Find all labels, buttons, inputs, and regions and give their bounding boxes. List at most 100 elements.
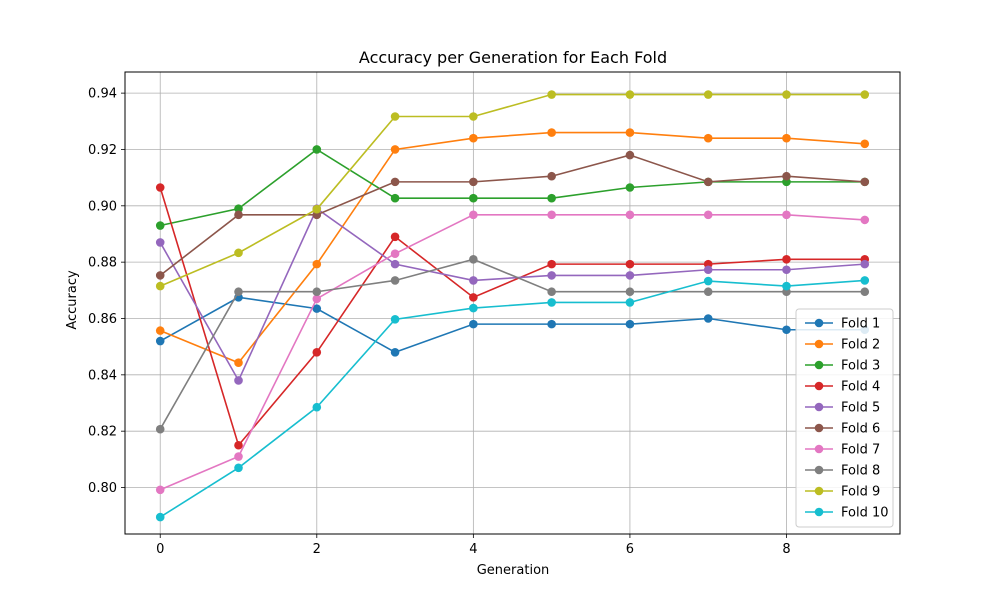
series-7 xyxy=(155,210,870,495)
data-point xyxy=(625,90,635,99)
x-tick-label: 4 xyxy=(469,542,477,557)
data-point xyxy=(703,133,713,143)
data-point xyxy=(625,128,635,137)
plot-frame xyxy=(124,71,901,535)
data-point xyxy=(703,265,713,275)
data-point xyxy=(312,145,322,154)
data-point xyxy=(390,112,400,121)
series-line xyxy=(159,296,865,354)
data-point xyxy=(625,259,635,269)
y-axis-title: Accuracy xyxy=(65,270,80,330)
data-point xyxy=(312,294,322,304)
data-point xyxy=(703,177,713,187)
data-point xyxy=(390,177,400,187)
data-point xyxy=(703,90,713,99)
data-point xyxy=(312,287,322,297)
legend-label: Fold 8 xyxy=(841,464,880,479)
data-point xyxy=(782,325,791,335)
data-point xyxy=(469,112,478,121)
legend-marker xyxy=(814,360,824,370)
data-point xyxy=(547,128,556,137)
x-tick-label: 6 xyxy=(626,542,634,557)
data-point xyxy=(547,90,556,99)
data-point xyxy=(860,177,870,187)
legend-label: Fold 3 xyxy=(841,359,880,374)
data-point xyxy=(547,193,556,203)
legend-marker xyxy=(814,465,824,475)
legend-item: Fold 5 xyxy=(805,401,880,416)
data-point xyxy=(469,319,478,329)
series-line xyxy=(159,207,865,383)
data-point xyxy=(390,145,400,154)
data-point xyxy=(155,424,165,434)
legend-label: Fold 7 xyxy=(841,443,880,458)
data-point xyxy=(469,255,478,264)
chart-title: Accuracy per Generation for Each Fold xyxy=(359,48,667,67)
x-axis: 0 2 4 6 8 xyxy=(156,534,791,557)
y-tick-label: 0.86 xyxy=(88,312,117,327)
legend-label: Fold 4 xyxy=(841,380,880,395)
series-4 xyxy=(155,183,870,450)
y-tick-label: 0.90 xyxy=(88,199,117,214)
data-point xyxy=(547,287,556,297)
data-point xyxy=(469,210,478,220)
legend-item: Fold 10 xyxy=(805,506,889,521)
data-point xyxy=(547,271,556,280)
series-line xyxy=(159,187,865,447)
series-line xyxy=(159,131,865,364)
data-point xyxy=(547,319,556,329)
x-tick-label: 8 xyxy=(782,542,790,557)
y-tick-label: 0.82 xyxy=(88,425,117,440)
data-point xyxy=(860,287,870,297)
data-point xyxy=(155,238,165,247)
legend-item: Fold 3 xyxy=(805,359,880,374)
data-point xyxy=(625,298,635,307)
data-point xyxy=(625,150,635,160)
data-point xyxy=(469,133,478,143)
data-point xyxy=(860,215,870,225)
data-point xyxy=(155,271,165,280)
data-point xyxy=(155,281,165,291)
legend-label: Fold 9 xyxy=(841,485,880,500)
data-point xyxy=(234,358,243,368)
legend: Fold 1 Fold 2 Fold 3 Fold 4 Fold 5 Fold 6 Fold… xyxy=(795,308,894,528)
y-tick-label: 0.80 xyxy=(88,481,117,496)
data-point xyxy=(860,90,870,99)
data-point xyxy=(782,255,791,264)
series-line xyxy=(160,148,865,227)
legend-item: Fold 7 xyxy=(805,443,880,458)
data-point xyxy=(782,133,791,143)
series-9 xyxy=(155,90,870,291)
legend-marker xyxy=(814,339,824,349)
data-point xyxy=(155,326,165,335)
data-point xyxy=(469,177,478,187)
legend-marker xyxy=(814,381,824,391)
series-8 xyxy=(155,255,870,434)
series-line xyxy=(159,93,865,287)
data-point xyxy=(860,139,870,149)
x-tick-label: 2 xyxy=(313,542,321,557)
data-point xyxy=(547,210,556,220)
legend-marker xyxy=(814,318,824,328)
data-point xyxy=(625,287,635,297)
legend-label: Fold 1 xyxy=(841,317,880,332)
data-point xyxy=(390,249,400,259)
plot-background xyxy=(125,72,900,534)
data-point xyxy=(234,248,243,258)
data-point xyxy=(469,293,478,302)
data-point xyxy=(547,259,556,269)
data-point xyxy=(782,171,791,181)
data-point xyxy=(390,193,400,203)
data-point xyxy=(155,485,165,495)
x-tick-label: 0 xyxy=(156,542,164,557)
series-6 xyxy=(155,150,870,280)
grid xyxy=(125,72,900,534)
data-point xyxy=(703,210,713,220)
data-point xyxy=(703,314,713,323)
legend-label: Fold 5 xyxy=(841,401,880,416)
legend-label: Fold 2 xyxy=(841,338,880,353)
data-point xyxy=(625,210,635,220)
legend-item: Fold 8 xyxy=(805,464,880,479)
data-point xyxy=(547,298,556,307)
